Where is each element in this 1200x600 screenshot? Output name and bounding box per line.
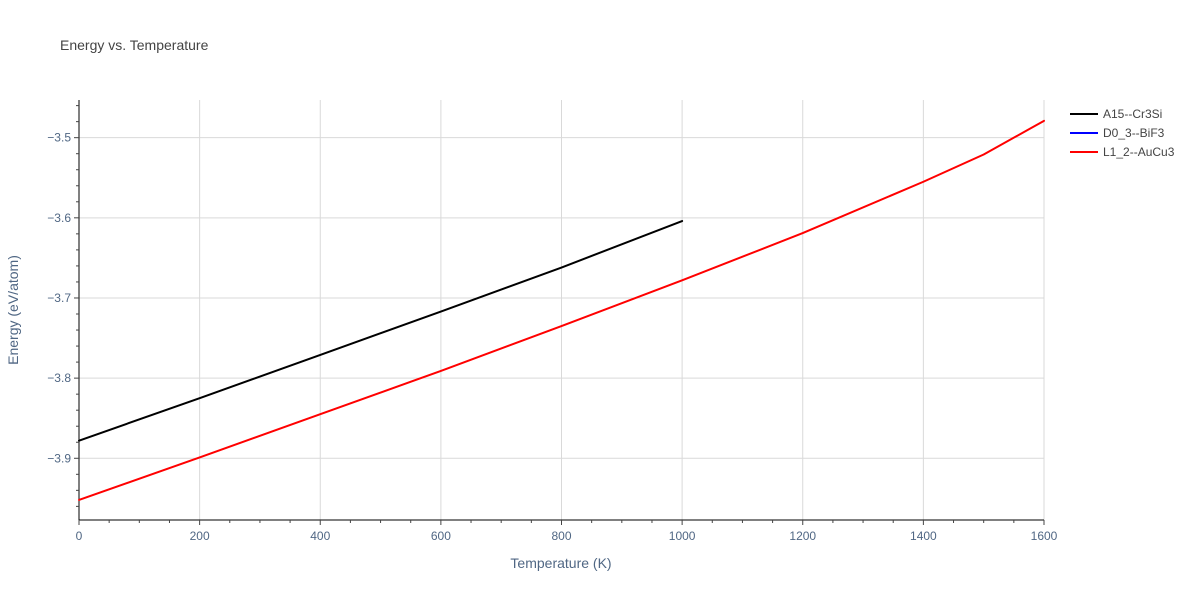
legend-label: L1_2--AuCu3	[1103, 145, 1175, 159]
series-line-a15-cr3si[interactable]	[78, 220, 684, 442]
chart-title: Energy vs. Temperature	[60, 37, 209, 53]
x-tick-label-2: 400	[310, 529, 330, 543]
y-axis-title: Energy (eV/atom)	[5, 255, 21, 365]
y-tick-label-2: −3.7	[47, 291, 71, 305]
legend-item-a15-cr3si[interactable]: A15--Cr3Si	[1070, 107, 1162, 121]
series-lines	[78, 119, 1045, 501]
y-tick-label-1: −3.8	[47, 371, 71, 385]
tick-labels: 0 200 400 600 800 1000 1200 1400 1600 −3.9 −3.8 −3.…	[47, 131, 1057, 543]
legend-label: D0_3--BiF3	[1103, 126, 1165, 140]
series-line-l1-2-aucu3[interactable]	[78, 119, 1045, 501]
legend[interactable]: A15--Cr3Si D0_3--BiF3 L1_2--AuCu3	[1070, 107, 1175, 159]
tick-marks	[74, 105, 1045, 525]
x-tick-label-0: 0	[76, 529, 83, 543]
legend-label: A15--Cr3Si	[1103, 107, 1162, 121]
y-tick-label-0: −3.9	[47, 451, 71, 465]
x-tick-label-3: 600	[431, 529, 451, 543]
x-tick-label-1: 200	[190, 529, 210, 543]
grid-lines	[79, 100, 1045, 520]
x-tick-label-5: 1000	[669, 529, 696, 543]
legend-item-d0-3-bif3[interactable]: D0_3--BiF3	[1070, 126, 1165, 140]
legend-item-l1-2-aucu3[interactable]: L1_2--AuCu3	[1070, 145, 1175, 159]
x-tick-label-8: 1600	[1031, 529, 1058, 543]
y-tick-label-4: −3.5	[47, 131, 71, 145]
x-axis-title: Temperature (K)	[510, 555, 611, 571]
y-tick-label-3: −3.6	[47, 211, 71, 225]
x-tick-label-7: 1400	[910, 529, 937, 543]
x-tick-label-6: 1200	[789, 529, 816, 543]
x-tick-label-4: 800	[551, 529, 571, 543]
